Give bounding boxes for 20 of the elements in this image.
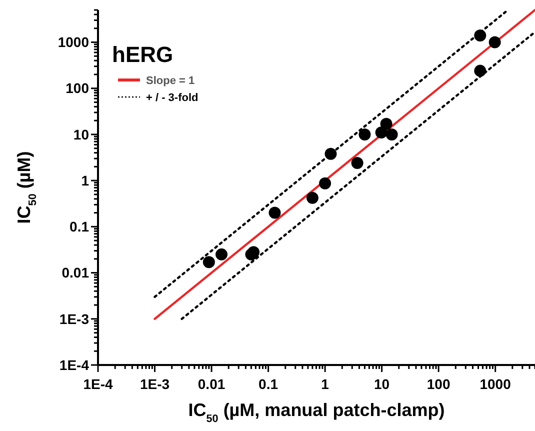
x-tick-label: 100: [426, 376, 450, 392]
x-tick-label: 1: [321, 376, 330, 392]
x-tick-label: 0.01: [198, 376, 226, 392]
y-tick-label: 1: [81, 172, 90, 188]
y-tick-label: 10: [73, 126, 90, 142]
text: hERG: [112, 42, 174, 67]
y-tick-label: 1000: [58, 34, 90, 50]
x-tick-label: 10: [374, 376, 390, 392]
y-tick-label: 0.01: [62, 264, 90, 281]
y-tick-label: 1E-3: [59, 310, 90, 327]
y-tick-label: 100: [66, 80, 90, 96]
x-tick-label: 1E-3: [140, 376, 170, 392]
x-tick-label: 1E-4: [83, 376, 113, 392]
legend-label: Slope = 1: [146, 74, 195, 87]
x-tick-label: 1000: [480, 376, 512, 392]
y-tick-label: 1E-4: [59, 356, 90, 373]
legend-label: + / - 3-fold: [146, 92, 198, 104]
y-tick-label: 0.1: [70, 218, 90, 235]
x-axis-title: IC$_{50}$ (µM, manual patch-clamp): [188, 400, 445, 425]
x-tick-label: 0.1: [258, 376, 278, 392]
